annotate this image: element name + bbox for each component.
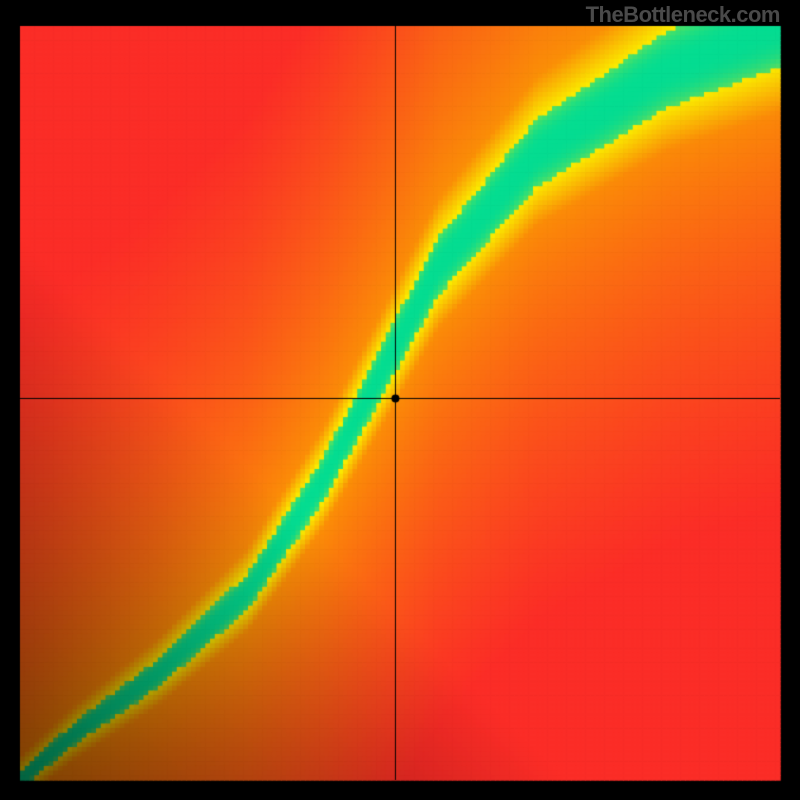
watermark-text: TheBottleneck.com [586, 2, 780, 28]
gradient-heatmap [0, 0, 800, 800]
chart-container: TheBottleneck.com [0, 0, 800, 800]
